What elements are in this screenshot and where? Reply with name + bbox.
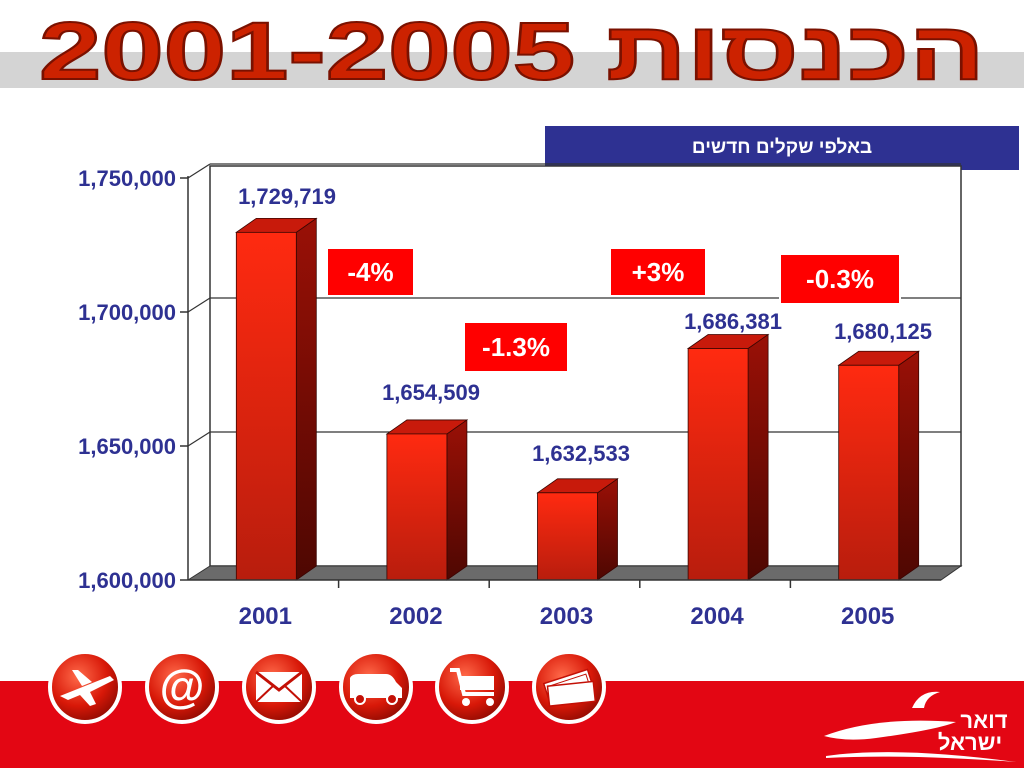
bars (235, 217, 920, 581)
data-label: 1,654,509 (382, 380, 480, 405)
change-badge-label: +3% (632, 257, 685, 287)
change-badges: -4% -1.3% +3% -0.3% (326, 247, 901, 373)
bar-side (295, 217, 317, 581)
bar-front (838, 364, 900, 581)
change-badge: -0.3% (779, 253, 901, 305)
revenue-bar-chart: 1,600,000 1,650,000 1,700,000 1,750,000 200… (78, 163, 963, 630)
gridline-depth (187, 163, 211, 179)
unit-caption-text: באלפי שקלים חדשים (691, 137, 873, 158)
data-label: 1,632,533 (532, 441, 630, 466)
bar (536, 478, 619, 581)
envelope-icon[interactable] (242, 650, 316, 724)
service-icons: @ (48, 650, 606, 724)
change-badge-label: -4% (347, 257, 393, 287)
bar-front (235, 231, 297, 581)
x-tick-label: 2002 (389, 603, 442, 630)
banknotes-icon[interactable] (532, 650, 606, 724)
at-sign-icon[interactable]: @ (145, 650, 219, 724)
shopping-cart-icon[interactable] (435, 650, 509, 724)
x-tick-label: 2001 (239, 603, 292, 630)
change-badge-label: -0.3% (806, 264, 874, 294)
data-labels: 1,729,719 1,654,509 1,632,533 1,686,381 1,68… (238, 184, 932, 466)
airplane-icon[interactable] (48, 650, 122, 724)
x-axis: 2001 2002 2003 2004 2005 (188, 579, 941, 630)
y-tick-label: 1,750,000 (78, 166, 176, 191)
bar (837, 350, 920, 581)
svg-text:@: @ (160, 660, 205, 712)
gridline-depth (187, 297, 211, 313)
bar-side (747, 333, 769, 581)
x-tick-label: 2004 (690, 603, 744, 630)
y-tick-label: 1,650,000 (78, 434, 176, 459)
gridline-depth (187, 431, 211, 447)
bar-front (537, 492, 598, 581)
x-tick-label: 2003 (540, 603, 593, 630)
change-badge: +3% (609, 247, 707, 297)
bar-side (898, 350, 920, 581)
x-tick-label: 2005 (841, 603, 894, 630)
change-badge: -4% (326, 247, 415, 297)
page-title: הכנסות 2001-2005 (38, 5, 986, 98)
bar-side (597, 478, 618, 581)
data-label: 1,729,719 (238, 184, 336, 209)
y-tick-label: 1,600,000 (78, 568, 176, 593)
bar (235, 217, 318, 581)
bar-side (446, 419, 468, 581)
plot-frame (186, 165, 963, 581)
title-band (0, 52, 1024, 88)
logo-text-top: דואר (960, 708, 1007, 733)
logo-text-bottom: ישראל (938, 730, 1002, 755)
israel-post-logo: דואר ישראל (824, 691, 1016, 762)
data-label: 1,680,125 (834, 319, 932, 344)
change-badge: -1.3% (463, 321, 569, 373)
delivery-van-icon[interactable] (339, 650, 413, 724)
bar-front (687, 348, 749, 581)
change-badge-box (326, 247, 415, 297)
y-tick-label: 1,700,000 (78, 300, 176, 325)
change-badge-box (779, 253, 901, 305)
bar (385, 419, 469, 581)
y-axis: 1,600,000 1,650,000 1,700,000 1,750,000 (78, 166, 189, 593)
page-title-text: הכנסות 2001-2005 (39, 6, 985, 97)
data-label: 1,686,381 (684, 309, 782, 334)
unit-caption: באלפי שקלים חדשים (545, 126, 1019, 170)
change-badge-box (463, 321, 569, 373)
bar (686, 333, 770, 581)
change-badge-box (609, 247, 707, 297)
change-badge-label: -1.3% (482, 332, 550, 362)
bar-front (386, 433, 448, 581)
